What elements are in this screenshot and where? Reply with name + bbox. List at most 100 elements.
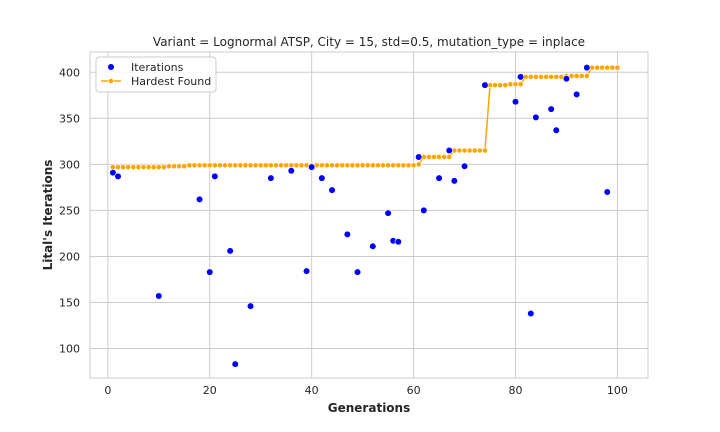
hardest-found-marker — [512, 81, 519, 88]
hardest-found-marker — [217, 162, 223, 169]
hardest-found-marker — [135, 164, 142, 171]
x-tick-label: 0 — [104, 384, 111, 397]
legend-hardest-label: Hardest Found — [131, 75, 211, 88]
iterations-point — [460, 162, 469, 170]
hardest-found-marker — [461, 147, 468, 154]
hardest-found-marker — [257, 162, 264, 169]
hardest-found-marker — [237, 162, 244, 169]
hardest-found-marker — [329, 162, 335, 169]
hardest-found-marker — [334, 162, 341, 169]
x-tick-label: 80 — [509, 384, 523, 397]
hardest-found-marker — [385, 162, 392, 169]
hardest-found-marker — [405, 162, 412, 169]
y-tick-label: 200 — [59, 250, 80, 263]
hardest-found-marker — [466, 147, 473, 154]
hardest-found-marker — [425, 154, 432, 160]
hardest-found-marker — [497, 82, 504, 89]
hardest-found-marker — [441, 154, 448, 160]
hardest-found-marker — [318, 162, 325, 169]
hardest-found-marker — [543, 73, 549, 80]
legend-box — [95, 56, 217, 93]
hardest-found-marker — [492, 82, 499, 89]
iterations-point — [445, 146, 453, 155]
plot-area — [89, 51, 649, 379]
hardest-found-marker — [288, 162, 295, 169]
hardest-found-marker — [339, 162, 346, 169]
iterations-point — [343, 230, 351, 238]
iterations-point — [583, 64, 591, 72]
iterations-point — [420, 206, 428, 214]
hardest-found-marker — [242, 162, 249, 169]
hardest-found-marker — [268, 162, 274, 169]
hardest-found-marker — [369, 162, 376, 169]
hardest-found-marker — [247, 162, 254, 169]
hardest-found-marker — [354, 162, 361, 169]
hardest-found-marker — [517, 81, 524, 88]
hardest-found-marker — [482, 147, 488, 154]
hardest-found-marker — [532, 73, 539, 80]
hardest-found-marker — [166, 163, 172, 170]
iterations-point — [369, 242, 377, 250]
hardest-found-marker — [140, 164, 147, 171]
hardest-found-marker — [252, 162, 259, 169]
iterations-point — [114, 172, 122, 180]
y-tick-label: 150 — [59, 296, 80, 309]
hardest-found-marker — [446, 154, 453, 160]
iterations-point — [547, 105, 555, 113]
hardest-found-marker — [201, 162, 208, 169]
iterations-point — [435, 174, 443, 182]
hardest-found-marker — [171, 163, 177, 170]
iterations-point — [287, 167, 295, 175]
iterations-point — [155, 292, 163, 300]
legend-iterations-marker — [107, 63, 115, 71]
iterations-point — [231, 360, 239, 368]
hardest-found-marker — [548, 73, 555, 80]
hardest-found-marker — [609, 64, 616, 71]
tick-labels: 0 20 40 60 80 100 100 150 200 250 300 350 400 — [59, 66, 628, 397]
plot-frame — [89, 51, 649, 379]
hardest-found-marker — [364, 162, 371, 169]
chart-title: Variant = Lognormal ATSP, City = 15, std… — [153, 35, 585, 49]
hardest-found-marker — [344, 162, 351, 169]
iterations-point — [517, 73, 525, 81]
hardest-found-marker — [191, 162, 198, 169]
hardest-found-marker — [125, 164, 132, 171]
hardest-found-marker — [130, 164, 137, 171]
hardest-found-marker — [527, 73, 534, 80]
hardest-found-marker — [476, 147, 483, 154]
iterations-point — [450, 177, 458, 185]
hardest-found-marker — [211, 162, 218, 169]
hardest-found-marker — [110, 164, 116, 171]
iterations-point — [481, 81, 489, 89]
hardest-found-marker — [155, 164, 162, 171]
iterations-point — [527, 309, 535, 318]
iterations-point — [353, 268, 362, 276]
iterations-point — [511, 98, 520, 106]
iterations-point — [328, 186, 336, 194]
x-tick-label: 40 — [305, 384, 319, 397]
iterations-point — [394, 238, 402, 246]
y-axis-title: Lital's Iterations — [41, 160, 55, 271]
hardest-found-marker — [471, 147, 478, 154]
x-tick-label: 60 — [407, 384, 421, 397]
hardest-found-marker — [115, 164, 121, 171]
hardest-found-marker — [349, 162, 356, 169]
hardest-found-marker — [583, 73, 590, 79]
hardest-found-marker — [456, 147, 463, 154]
hardest-found-marker — [538, 73, 544, 80]
y-tick-label: 100 — [59, 343, 80, 356]
iterations-point — [573, 90, 581, 98]
hardest-found-marker — [278, 162, 284, 169]
iterations-point — [302, 267, 311, 275]
hardest-found-marker — [324, 162, 330, 169]
hardest-found-marker — [375, 162, 381, 169]
iterations-point — [211, 172, 219, 180]
hardest-found-marker — [578, 73, 585, 79]
hardest-found-marker — [390, 162, 397, 169]
hardest-found-marker — [410, 162, 417, 169]
hardest-found-marker — [293, 162, 300, 169]
iterations-point — [226, 247, 234, 255]
x-tick-label: 20 — [203, 384, 217, 397]
hardest-found-marker — [380, 162, 386, 169]
